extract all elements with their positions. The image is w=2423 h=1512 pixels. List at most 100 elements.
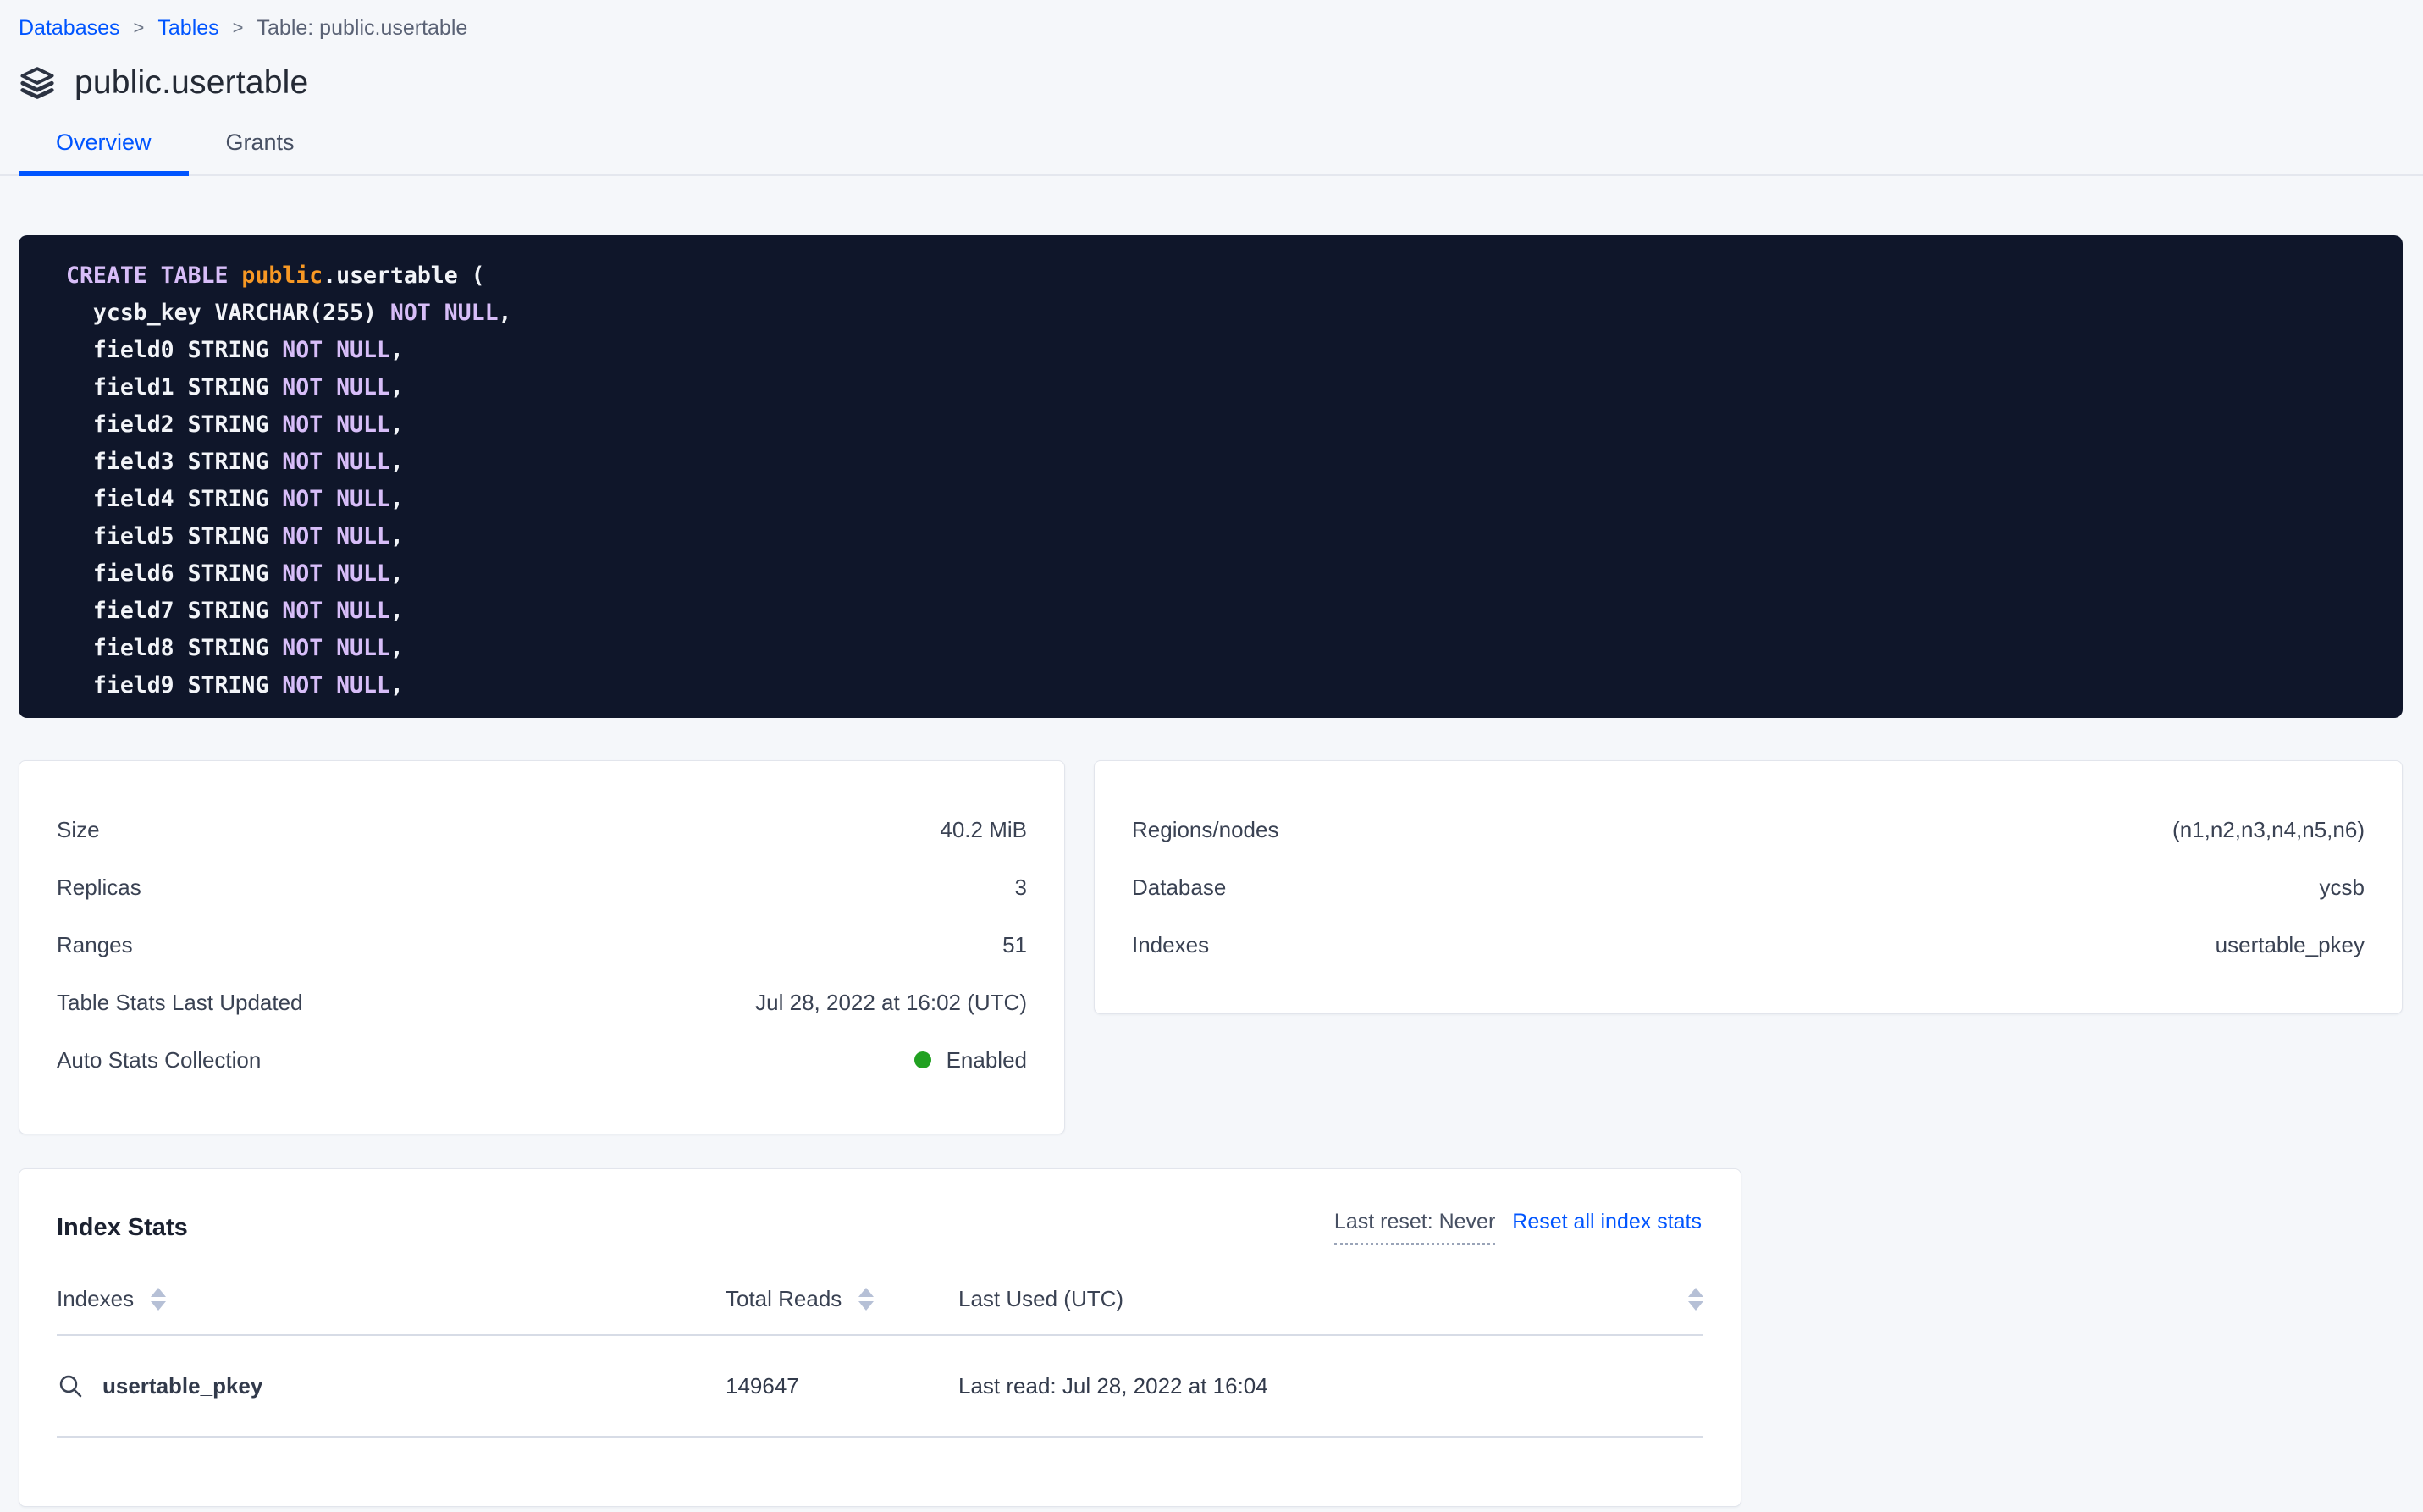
table-summary-card-left: Size 40.2 MiB Replicas 3 Ranges 51 Table Stats… xyxy=(19,760,1065,1134)
sort-icon[interactable] xyxy=(858,1288,875,1311)
stat-value: Jul 28, 2022 at 16:02 (UTC) xyxy=(755,989,1027,1015)
code-line: field8 STRING NOT NULL, xyxy=(19,630,2403,667)
table-row: usertable_pkey 149647 Last read: Jul 28, 2… xyxy=(57,1336,1703,1438)
stat-value: usertable_pkey xyxy=(2215,931,2365,957)
code-line: field2 STRING NOT NULL, xyxy=(19,406,2403,444)
column-header-last-used[interactable]: Last Used (UTC) xyxy=(958,1286,1703,1312)
cell-last-used: Last read: Jul 28, 2022 at 16:04 xyxy=(958,1372,1268,1399)
index-stats-actions: Last reset: Never Reset all index stats xyxy=(1333,1210,1702,1245)
stat-row: Replicas 3 xyxy=(19,858,1064,916)
stat-row: Table Stats Last Updated Jul 28, 2022 at … xyxy=(19,974,1064,1031)
code-token: NOT NULL xyxy=(282,374,390,400)
code-token: , xyxy=(389,449,404,475)
breadcrumb-item-current: Table: public.usertable xyxy=(257,15,468,40)
column-header-label: Total Reads xyxy=(726,1286,842,1311)
code-token: NOT NULL xyxy=(282,449,390,475)
code-line: field7 STRING NOT NULL, xyxy=(19,593,2403,630)
index-stats-title: Index Stats xyxy=(57,1213,188,1241)
index-stats-header: Index Stats Last reset: Never Reset all … xyxy=(19,1169,1741,1245)
code-token: , xyxy=(389,560,404,587)
code-line: field6 STRING NOT NULL, xyxy=(19,555,2403,593)
code-token: field0 STRING xyxy=(66,337,283,363)
column-header-total-reads[interactable]: Total Reads xyxy=(726,1286,958,1312)
stat-label: Auto Stats Collection xyxy=(57,1046,262,1073)
code-token: NOT NULL xyxy=(282,411,390,438)
status-label: Enabled xyxy=(946,1046,1027,1073)
code-line: field9 STRING NOT NULL, xyxy=(19,667,2403,704)
breadcrumb-separator-icon: > xyxy=(232,17,244,38)
code-token: , xyxy=(498,300,512,326)
code-token: , xyxy=(389,374,404,400)
status-badge: Enabled xyxy=(913,1046,1027,1073)
code-token: NOT NULL xyxy=(282,486,390,512)
code-token: NOT NULL xyxy=(282,523,390,549)
stat-value: (n1,n2,n3,n4,n5,n6) xyxy=(2172,816,2365,842)
code-token: , xyxy=(389,598,404,624)
column-header-indexes[interactable]: Indexes xyxy=(57,1286,726,1312)
code-token: NOT NULL xyxy=(282,672,390,698)
code-token: , xyxy=(389,411,404,438)
code-token: , xyxy=(389,486,404,512)
stat-value: ycsb xyxy=(2319,874,2365,900)
code-token: field1 STRING xyxy=(66,374,283,400)
cell-total-reads: 149647 xyxy=(726,1372,799,1399)
last-reset-label: Last reset: Never xyxy=(1333,1210,1496,1245)
code-token: , xyxy=(389,523,404,549)
code-token: field8 STRING xyxy=(66,635,283,661)
stat-value: 51 xyxy=(1002,931,1027,957)
stat-row: Indexes usertable_pkey xyxy=(1095,916,2402,974)
search-icon xyxy=(57,1372,84,1399)
code-token: public xyxy=(241,262,323,289)
tab-bar: Overview Grants xyxy=(0,107,2423,176)
code-token: field4 STRING xyxy=(66,486,283,512)
tab-overview[interactable]: Overview xyxy=(19,130,189,176)
breadcrumb-item-tables[interactable]: Tables xyxy=(157,15,219,40)
stat-row: Size 40.2 MiB xyxy=(19,801,1064,858)
code-token: field3 STRING xyxy=(66,449,283,475)
status-dot-icon xyxy=(913,1051,931,1068)
stat-label: Regions/nodes xyxy=(1132,816,1279,842)
stat-label: Indexes xyxy=(1132,931,1210,957)
tab-grants[interactable]: Grants xyxy=(189,130,332,174)
code-line: field0 STRING NOT NULL, xyxy=(19,332,2403,369)
code-token: ycsb_key VARCHAR(255) xyxy=(66,300,390,326)
code-token: field9 STRING xyxy=(66,672,283,698)
table-summary-card-right: Regions/nodes (n1,n2,n3,n4,n5,n6) Database… xyxy=(1094,760,2403,1014)
code-token: CREATE TABLE xyxy=(66,262,242,289)
code-line: CREATE TABLE public.usertable ( xyxy=(19,257,2403,295)
stat-value: 3 xyxy=(1014,874,1027,900)
code-token: field5 STRING xyxy=(66,523,283,549)
stat-row: Regions/nodes (n1,n2,n3,n4,n5,n6) xyxy=(1095,801,2402,858)
breadcrumb-separator-icon: > xyxy=(133,17,145,38)
page-title: public.usertable xyxy=(75,64,309,101)
code-token: NOT NULL xyxy=(389,300,499,326)
index-name-link[interactable]: usertable_pkey xyxy=(102,1372,263,1399)
code-line: field4 STRING NOT NULL, xyxy=(19,481,2403,518)
reset-all-index-stats-link[interactable]: Reset all index stats xyxy=(1512,1210,1702,1233)
code-token: .usertable ( xyxy=(323,262,485,289)
code-line: field1 STRING NOT NULL, xyxy=(19,369,2403,406)
stat-label: Table Stats Last Updated xyxy=(57,989,303,1015)
stat-label: Size xyxy=(57,816,100,842)
code-token: NOT NULL xyxy=(282,337,390,363)
column-header-label: Indexes xyxy=(57,1286,135,1311)
sort-icon[interactable] xyxy=(151,1288,167,1311)
sort-icon[interactable] xyxy=(1688,1288,1703,1311)
breadcrumb-item-databases[interactable]: Databases xyxy=(19,15,120,40)
index-stats-card: Index Stats Last reset: Never Reset all … xyxy=(19,1168,1741,1507)
cell-index-name: usertable_pkey xyxy=(57,1372,726,1399)
code-token: , xyxy=(389,672,404,698)
code-line: field5 STRING NOT NULL, xyxy=(19,518,2403,555)
index-stats-table: Indexes Total Reads Last Used (UTC) user… xyxy=(19,1286,1741,1438)
column-header-label: Last Used (UTC) xyxy=(958,1286,1124,1311)
breadcrumb: Databases > Tables > Table: public.usert… xyxy=(0,0,2423,41)
code-token: NOT NULL xyxy=(282,560,390,587)
stat-label: Database xyxy=(1132,874,1227,900)
table-header-row: Indexes Total Reads Last Used (UTC) xyxy=(57,1286,1703,1336)
code-token: field6 STRING xyxy=(66,560,283,587)
page-header: public.usertable xyxy=(0,41,2423,107)
code-token: NOT NULL xyxy=(282,598,390,624)
code-token: , xyxy=(389,635,404,661)
stat-row: Auto Stats Collection Enabled xyxy=(19,1031,1064,1089)
